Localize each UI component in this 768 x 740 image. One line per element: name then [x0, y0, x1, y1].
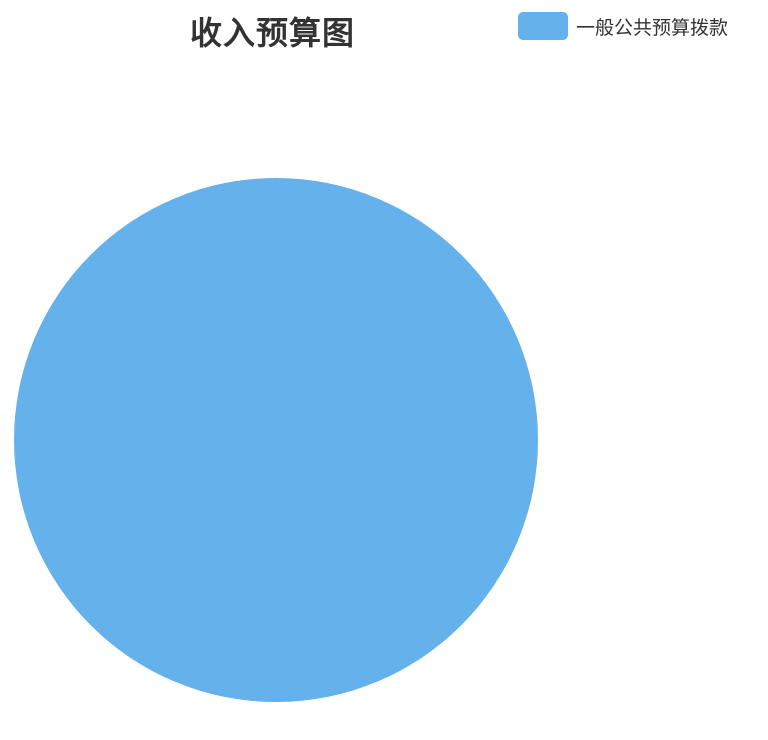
legend-swatch[interactable]	[518, 12, 568, 40]
chart-title: 收入预算图	[190, 14, 356, 52]
pie-slice-label: 100%	[314, 192, 371, 216]
legend-label[interactable]: 一般公共预算拨款	[576, 16, 729, 39]
pie-group: 100%	[14, 178, 538, 702]
legend[interactable]: 一般公共预算拨款	[518, 12, 728, 40]
pie-slice[interactable]	[14, 178, 538, 702]
label-leader-line	[275, 178, 311, 205]
